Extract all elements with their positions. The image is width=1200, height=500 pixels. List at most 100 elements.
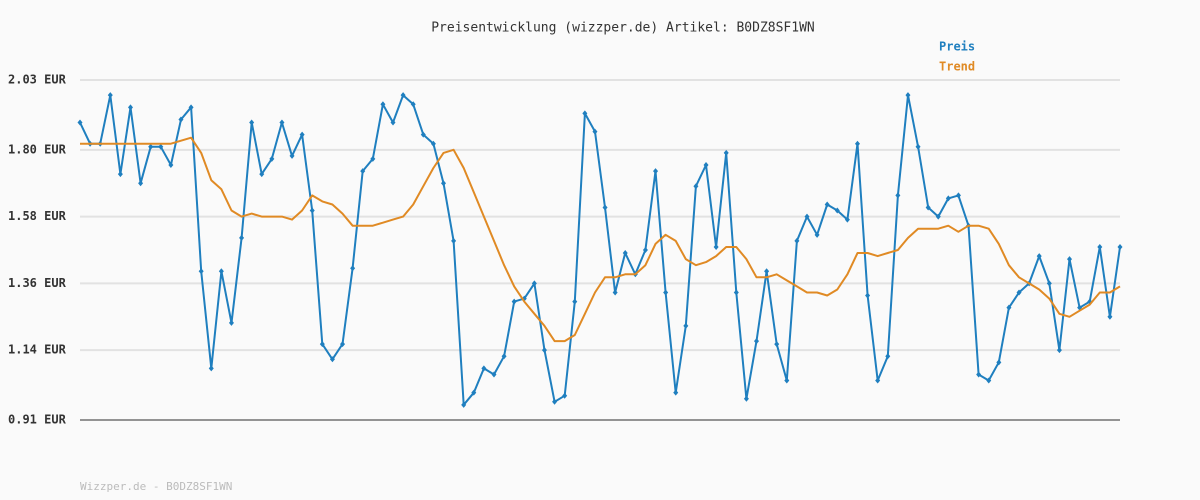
data-point: [703, 162, 709, 168]
data-point: [188, 104, 194, 111]
data-point: [824, 201, 830, 208]
data-point: [653, 168, 659, 175]
data-point: [249, 119, 255, 126]
footer: Wizzper.de - B0DZ8SF1WN: [80, 480, 232, 493]
data-point: [400, 92, 406, 99]
data-point: [158, 143, 164, 150]
data-point: [794, 237, 800, 244]
legend-label: Trend: [939, 60, 975, 74]
data-point: [935, 213, 941, 220]
data-point: [885, 353, 891, 360]
data-point: [279, 119, 285, 126]
data-point: [663, 289, 669, 296]
data-point: [834, 207, 840, 214]
data-point: [541, 347, 547, 354]
data-point: [168, 162, 174, 168]
chart-title: Preisentwicklung (wizzper.de) Artikel: B…: [431, 21, 815, 36]
data-point: [178, 116, 184, 123]
data-point: [622, 250, 628, 257]
data-point: [491, 371, 497, 378]
data-point: [673, 389, 679, 396]
data-point: [1046, 280, 1052, 287]
series-line: [79, 94, 1121, 406]
data-point: [895, 192, 901, 199]
data-point: [976, 371, 982, 378]
data-point: [854, 140, 860, 147]
data-point: [228, 319, 234, 326]
data-point: [319, 341, 325, 348]
data-point: [693, 183, 699, 190]
data-point: [683, 322, 689, 329]
y-tick-label: 0.91 EUR: [8, 413, 67, 427]
data-point: [996, 359, 1002, 366]
data-point: [955, 192, 961, 199]
data-point: [945, 195, 951, 202]
data-point: [531, 280, 537, 287]
data-point: [582, 110, 588, 117]
data-point: [269, 155, 275, 162]
data-point: [784, 377, 790, 384]
data-point: [138, 180, 144, 187]
data-point: [340, 341, 346, 348]
data-point: [440, 180, 446, 187]
data-point: [774, 341, 780, 348]
data-point: [1006, 304, 1012, 311]
data-point: [127, 104, 133, 111]
data-point: [451, 237, 457, 244]
data-point: [1107, 313, 1113, 320]
legend-label: Preis: [939, 40, 975, 54]
data-point: [1016, 289, 1022, 296]
data-point: [1097, 243, 1103, 250]
data-point: [905, 92, 911, 99]
data-point: [844, 216, 850, 223]
data-point: [481, 365, 487, 372]
data-point: [410, 101, 416, 108]
data-point: [804, 213, 810, 220]
data-point: [350, 265, 356, 272]
data-point: [117, 171, 123, 178]
data-point: [925, 204, 931, 211]
data-point: [865, 292, 871, 299]
data-point: [259, 171, 265, 178]
data-point: [764, 268, 770, 275]
y-tick-label: 2.03 EUR: [8, 73, 67, 87]
data-point: [77, 119, 83, 126]
data-point: [723, 149, 729, 156]
data-point: [198, 268, 204, 275]
data-point: [471, 389, 477, 396]
data-point: [1117, 243, 1123, 250]
data-point: [380, 101, 386, 108]
data-point: [552, 398, 558, 405]
data-point: [239, 234, 245, 241]
data-point: [754, 338, 760, 345]
data-point: [208, 365, 214, 372]
data-point: [370, 155, 376, 162]
data-point: [743, 395, 749, 402]
data-point: [642, 247, 648, 253]
data-point: [420, 131, 426, 138]
data-point: [289, 152, 295, 159]
data-point: [329, 356, 335, 363]
data-point: [1056, 347, 1062, 354]
data-point: [602, 204, 608, 211]
y-tick-label: 1.58 EUR: [8, 209, 67, 223]
data-point: [390, 119, 396, 126]
series-line: [80, 136, 1121, 343]
data-point: [612, 289, 618, 296]
data-point: [430, 140, 436, 147]
data-point: [733, 289, 739, 296]
data-point: [592, 128, 598, 135]
data-point: [713, 243, 719, 250]
data-point: [1067, 256, 1073, 263]
data-point: [107, 92, 113, 99]
data-point: [814, 231, 820, 238]
data-point: [511, 298, 517, 305]
data-point: [148, 143, 154, 150]
data-point: [501, 353, 507, 360]
data-point: [915, 143, 921, 150]
y-tick-label: 1.80 EUR: [8, 142, 67, 156]
y-tick-label: 1.36 EUR: [8, 276, 67, 290]
data-point: [461, 401, 467, 408]
